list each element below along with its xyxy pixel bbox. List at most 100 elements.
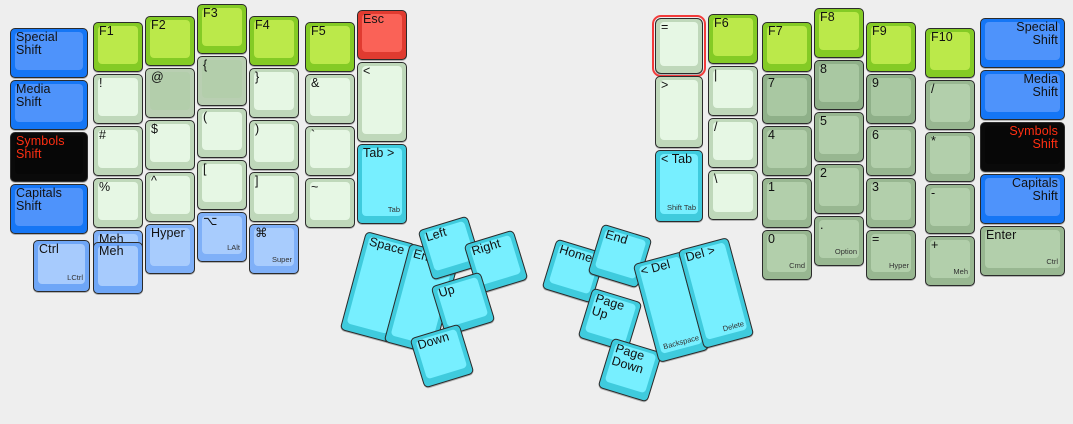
key-sublabel: Shift Tab	[666, 203, 696, 212]
key-label: Tab >	[363, 146, 395, 160]
left-left-ring-key-4[interactable]: Hyper	[145, 224, 195, 274]
key-ctrl[interactable]: Ctrl LCtrl	[33, 240, 90, 292]
right-right-pinky-outer-key-2[interactable]: Symbols Shift	[980, 122, 1065, 172]
key-cap	[819, 168, 859, 206]
left-left-inner-most-key-0[interactable]: Esc	[357, 10, 407, 60]
key-meh[interactable]: Meh	[93, 242, 143, 294]
key-label: `	[311, 128, 316, 142]
left-left-middle-key-4[interactable]: ⌥ LAlt	[197, 212, 247, 262]
key-cap	[819, 12, 859, 50]
right-right-pinky-inner-key-2[interactable]: *	[925, 132, 975, 182]
right-right-pinky-outer-key-3[interactable]: Capitals Shift	[980, 174, 1065, 224]
left-left-ring-key-1[interactable]: @	[145, 68, 195, 118]
key-label: F8	[820, 10, 835, 24]
right-right-middle-key-1[interactable]: 8	[814, 60, 864, 110]
right-right-index-inner-key-0[interactable]: F6	[708, 14, 758, 64]
right-right-ring-key-3[interactable]: 3	[866, 178, 916, 228]
left-left-pinky-inner-key-1[interactable]: !	[93, 74, 143, 124]
right-right-middle-key-2[interactable]: 5	[814, 112, 864, 162]
key-label: F6	[714, 16, 729, 30]
left-left-index-key-2[interactable]: )	[249, 120, 299, 170]
key-cap	[150, 20, 190, 58]
left-left-pinky-inner-key-2[interactable]: #	[93, 126, 143, 176]
left-left-index-key-3[interactable]: ]	[249, 172, 299, 222]
key-label: ]	[255, 174, 259, 188]
key-label: F4	[255, 18, 270, 32]
key-label: {	[203, 58, 208, 72]
key-label: ⌘	[255, 226, 268, 240]
right-right-index-key-1[interactable]: 7	[762, 74, 812, 124]
key-label: )	[255, 122, 260, 136]
key-label: 3	[872, 180, 880, 194]
left-left-ring-key-3[interactable]: ^	[145, 172, 195, 222]
left-left-inner-most-key-1[interactable]: <	[357, 62, 407, 142]
left-left-middle-key-1[interactable]: {	[197, 56, 247, 106]
thumb-key-page-down[interactable]: Page Down	[597, 337, 663, 403]
left-left-index-inner-key-0[interactable]: F5	[305, 22, 355, 72]
key-label: ~	[311, 180, 319, 194]
right-right-ring-key-2[interactable]: 6	[866, 126, 916, 176]
right-right-ring-key-0[interactable]: F9	[866, 22, 916, 72]
left-left-index-inner-key-2[interactable]: `	[305, 126, 355, 176]
key-label: F3	[203, 6, 218, 20]
right-right-pinky-outer-key-0[interactable]: Special Shift	[980, 18, 1065, 68]
key-sublabel: Meh	[953, 267, 968, 276]
left-left-ring-key-0[interactable]: F2	[145, 16, 195, 66]
right-right-pinky-outer-key-4[interactable]: Enter Ctrl	[980, 226, 1065, 276]
right-right-index-key-2[interactable]: 4	[762, 126, 812, 176]
right-right-ring-key-4[interactable]: = Hyper	[866, 230, 916, 280]
right-right-middle-key-3[interactable]: 2	[814, 164, 864, 214]
right-right-middle-key-0[interactable]: F8	[814, 8, 864, 58]
key-cap	[15, 84, 83, 122]
left-left-middle-key-0[interactable]: F3	[197, 4, 247, 54]
right-right-middle-key-4[interactable]: . Option	[814, 216, 864, 266]
left-left-ring-key-2[interactable]: $	[145, 120, 195, 170]
left-left-index-key-4[interactable]: ⌘ Super	[249, 224, 299, 274]
left-left-pinky-outer-key-2[interactable]: Symbols Shift	[10, 132, 88, 182]
right-right-index-inner-key-3[interactable]: \	[708, 170, 758, 220]
key-cap	[98, 246, 138, 286]
left-left-index-inner-key-3[interactable]: ~	[305, 178, 355, 228]
left-left-index-key-0[interactable]: F4	[249, 16, 299, 66]
key-label: Media Shift	[16, 82, 51, 109]
key-label: F1	[99, 24, 114, 38]
key-label: F10	[931, 30, 953, 44]
right-right-pinky-outer-key-1[interactable]: Media Shift	[980, 70, 1065, 120]
right-right-pinky-inner-key-0[interactable]: F10	[925, 28, 975, 78]
right-right-index-inner-key-2[interactable]: /	[708, 118, 758, 168]
key-label: *	[931, 134, 936, 148]
left-left-pinky-outer-key-3[interactable]: Capitals Shift	[10, 184, 88, 234]
right-right-inner-most-key-0[interactable]: =	[652, 15, 706, 77]
key-label: 7	[768, 76, 776, 90]
key-cap	[362, 66, 402, 134]
right-right-index-key-0[interactable]: F7	[762, 22, 812, 72]
key-label: %	[99, 180, 111, 194]
key-sublabel: LCtrl	[67, 273, 83, 282]
left-left-inner-most-key-2[interactable]: Tab > Tab	[357, 144, 407, 224]
key-cap	[310, 130, 350, 168]
right-right-index-key-4[interactable]: 0 Cmd	[762, 230, 812, 280]
right-right-pinky-inner-key-3[interactable]: -	[925, 184, 975, 234]
left-left-index-key-1[interactable]: }	[249, 68, 299, 118]
left-left-middle-key-3[interactable]: [	[197, 160, 247, 210]
left-left-pinky-inner-key-3[interactable]: %	[93, 178, 143, 228]
key-label: -	[931, 186, 936, 200]
left-left-pinky-inner-key-0[interactable]: F1	[93, 22, 143, 72]
right-right-pinky-inner-key-1[interactable]: /	[925, 80, 975, 130]
right-right-inner-most-key-1[interactable]: >	[655, 76, 703, 148]
key-label: \	[714, 172, 718, 186]
right-right-index-key-3[interactable]: 1	[762, 178, 812, 228]
right-right-index-inner-key-1[interactable]: |	[708, 66, 758, 116]
key-cap	[254, 20, 294, 58]
key-label: (	[203, 110, 208, 124]
key-cap	[98, 130, 138, 168]
right-right-inner-most-key-2[interactable]: < Tab Shift Tab	[655, 150, 703, 222]
left-left-pinky-outer-key-1[interactable]: Media Shift	[10, 80, 88, 130]
key-cap	[310, 78, 350, 116]
right-right-ring-key-1[interactable]: 9	[866, 74, 916, 124]
key-label: =	[872, 232, 880, 246]
left-left-index-inner-key-1[interactable]: &	[305, 74, 355, 124]
right-right-pinky-inner-key-4[interactable]: + Meh	[925, 236, 975, 286]
left-left-pinky-outer-key-0[interactable]: Special Shift	[10, 28, 88, 78]
left-left-middle-key-2[interactable]: (	[197, 108, 247, 158]
